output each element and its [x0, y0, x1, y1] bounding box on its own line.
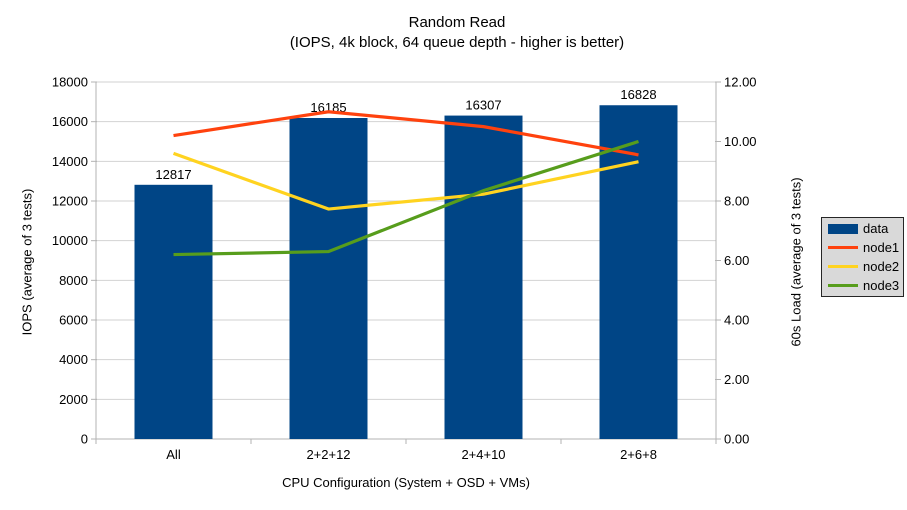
right-axis-tick-label: 10.00: [724, 134, 757, 149]
bar: [289, 117, 368, 439]
series-line-node2: [172, 151, 639, 211]
legend-label: node2: [863, 259, 900, 274]
right-axis-tick-label: 0.00: [724, 432, 749, 447]
right-axis-title: 60s Load (average of 3 tests): [788, 177, 804, 347]
series-line-node3: [173, 139, 639, 257]
bar: [134, 184, 213, 439]
left-axis-tick-label: 2000: [59, 392, 88, 407]
legend-item-node3: node3: [828, 276, 903, 295]
right-axis-tick-label: 4.00: [724, 313, 749, 328]
legend-label: data: [863, 221, 889, 236]
chart-subtitle: (IOPS, 4k block, 64 queue depth - higher…: [289, 34, 625, 51]
legend-swatch-data: [828, 223, 858, 234]
legend: data node1 node2 node3: [821, 217, 904, 297]
left-axis-tick-label: 12000: [52, 194, 88, 209]
left-axis-tick-label: 18000: [52, 75, 88, 90]
chart-title-block: Random Read (IOPS, 4k block, 64 queue de…: [57, 13, 857, 53]
category-label: 2+4+10: [461, 447, 505, 462]
right-axis-tick-label: 8.00: [724, 194, 749, 209]
legend-item-data: data: [828, 219, 903, 238]
left-axis-tick-label: 6000: [59, 313, 88, 328]
category-label: All: [166, 447, 181, 462]
legend-item-node1: node1: [828, 238, 903, 257]
chart-title: Random Read: [408, 14, 506, 31]
category-label: 2+2+12: [306, 447, 350, 462]
bar: [599, 105, 678, 440]
right-axis-tick-label: 2.00: [724, 372, 749, 387]
left-axis-tick-label: 8000: [59, 273, 88, 288]
legend-item-node2: node2: [828, 257, 903, 276]
left-axis-title: IOPS (average of 3 tests): [19, 188, 35, 336]
bar-value-label: 16828: [620, 87, 656, 102]
category-label: 2+6+8: [620, 447, 657, 462]
right-axis-tick-label: 12.00: [724, 75, 757, 90]
left-axis-tick-label: 14000: [52, 154, 88, 169]
bar: [444, 115, 523, 440]
left-axis-tick-label: 10000: [52, 233, 88, 248]
legend-label: node1: [863, 240, 900, 255]
left-axis-tick-label: 4000: [59, 352, 88, 367]
legend-label: node3: [863, 278, 900, 293]
series-line-node1: [173, 110, 639, 157]
legend-swatch-node3: [828, 283, 858, 288]
x-axis-title: CPU Configuration (System + OSD + VMs): [282, 475, 530, 490]
legend-swatch-node1: [828, 245, 858, 250]
bar-value-label: 16307: [465, 98, 501, 113]
right-axis-tick-label: 6.00: [724, 253, 749, 268]
left-axis-tick-label: 0: [81, 432, 88, 447]
left-axis-tick-label: 16000: [52, 114, 88, 129]
bar-value-label: 12817: [155, 167, 191, 182]
legend-swatch-node2: [828, 264, 858, 269]
